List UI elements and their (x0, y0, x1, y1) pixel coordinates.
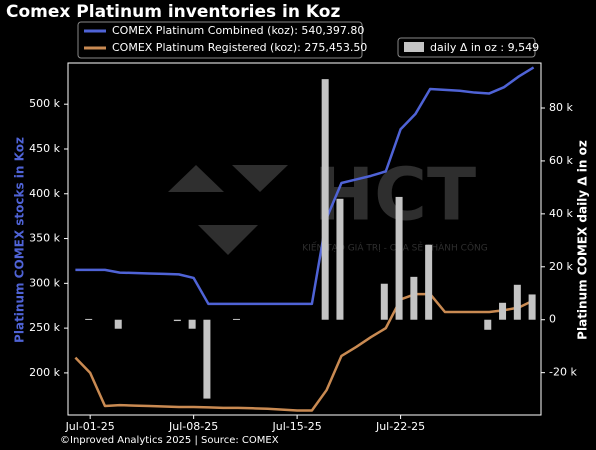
legend-label: COMEX Platinum Registered (koz): 275,453… (112, 41, 367, 54)
bar (528, 294, 536, 320)
bar (499, 302, 507, 320)
bar (173, 319, 181, 322)
y2-axis-label: Platinum COMEX daily Δ in oz (576, 140, 590, 340)
watermark-shape (168, 165, 224, 192)
bar (114, 319, 122, 329)
y2ticks-label: -20 k (549, 366, 577, 379)
y2ticks-label: 0 (549, 313, 556, 326)
watermark-shape (232, 165, 288, 192)
bar (232, 318, 240, 320)
bar (203, 319, 211, 399)
legend-box (397, 37, 536, 58)
bar (380, 283, 388, 320)
bar (410, 276, 418, 320)
line (75, 66, 535, 306)
watermark-shape (198, 225, 258, 255)
bar (188, 319, 196, 329)
bar (484, 319, 492, 330)
legend-swatch (404, 42, 424, 52)
x-tick-label: Jul-15-25 (272, 420, 322, 433)
line (74, 292, 535, 412)
bar (85, 318, 93, 320)
legend-box (77, 21, 363, 59)
yticks-label: 250 k (29, 321, 60, 334)
chart-title: Comex Platinum inventories in Koz (6, 2, 340, 22)
yticks-label: 500 k (29, 97, 60, 110)
bar (395, 196, 403, 320)
y-axis-label: Platinum COMEX stocks in Koz (13, 137, 27, 343)
bar (336, 198, 344, 320)
legend-label: daily Δ in oz : 9,549 (430, 41, 539, 54)
yticks-label: 450 k (29, 142, 60, 155)
legend-label: COMEX Platinum Combined (koz): 540,397.8… (112, 24, 364, 37)
y2ticks-label: 40 k (549, 207, 573, 220)
y2ticks-label: 60 k (549, 154, 573, 167)
x-tick-label: Jul-22-25 (375, 420, 425, 433)
yticks-label: 200 k (29, 366, 60, 379)
plot-frame (67, 62, 542, 416)
bar (321, 79, 329, 320)
yticks-label: 350 k (29, 232, 60, 245)
watermark-tagline: KIẾN TẠO GIÁ TRỊ - CÙA SẺ THÀNH CÔNG (302, 242, 487, 254)
y2ticks-label: 20 k (549, 260, 573, 273)
y2ticks-label: 80 k (549, 101, 573, 114)
bar (513, 284, 521, 320)
yticks-label: 300 k (29, 276, 60, 289)
x-tick-label: Jul-01-25 (65, 420, 115, 433)
footer: ©Inproved Analytics 2025 | Source: COMEX (60, 435, 279, 446)
yticks-label: 400 k (29, 187, 60, 200)
bar (425, 244, 433, 320)
x-tick-label: Jul-08-25 (168, 420, 218, 433)
